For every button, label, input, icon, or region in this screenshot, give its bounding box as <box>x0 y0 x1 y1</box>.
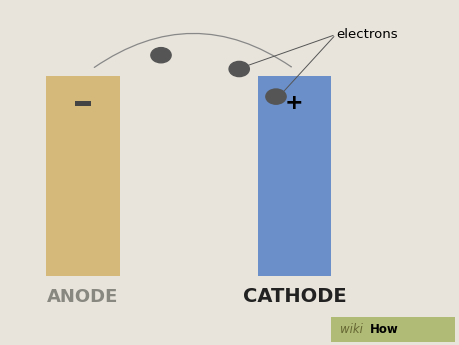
Circle shape <box>265 89 285 104</box>
Text: CATHODE: CATHODE <box>242 287 346 306</box>
Circle shape <box>151 48 171 63</box>
Bar <box>330 317 454 342</box>
Text: ANODE: ANODE <box>47 288 118 306</box>
Text: +: + <box>285 93 303 114</box>
Bar <box>46 76 119 276</box>
Text: electrons: electrons <box>335 28 397 41</box>
Bar <box>74 101 91 106</box>
Circle shape <box>229 61 249 77</box>
Text: wiki: wiki <box>340 323 363 336</box>
Text: How: How <box>369 323 398 336</box>
Bar <box>257 76 330 276</box>
FancyArrowPatch shape <box>94 33 291 67</box>
